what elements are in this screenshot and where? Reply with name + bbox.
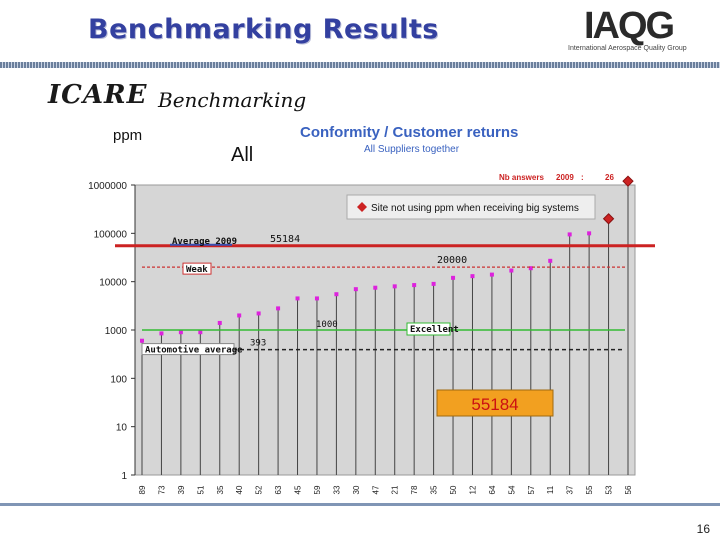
automotive-value-label: 393 bbox=[250, 339, 266, 349]
chart-subtitle: All Suppliers together bbox=[364, 144, 460, 155]
data-point bbox=[451, 275, 456, 280]
x-category-label: 11 bbox=[546, 485, 555, 494]
x-category-label: 78 bbox=[410, 485, 419, 494]
y-tick-label: 10 bbox=[116, 423, 128, 434]
x-category-label: 33 bbox=[332, 485, 341, 494]
x-category-label: 64 bbox=[488, 485, 497, 494]
automotive-label-box bbox=[141, 343, 235, 356]
data-point bbox=[548, 258, 553, 263]
data-point bbox=[276, 306, 281, 311]
highlight-box bbox=[436, 389, 554, 417]
excellent-value-label: 1000 bbox=[316, 320, 338, 330]
data-point bbox=[373, 285, 378, 290]
excellent-label: Excellent bbox=[410, 325, 459, 335]
legend-entry: Site not using ppm when receiving big sy… bbox=[371, 203, 579, 214]
x-category-label: 53 bbox=[605, 485, 614, 494]
data-point bbox=[412, 283, 417, 288]
data-point bbox=[489, 272, 494, 277]
answers-label: Nb answers bbox=[499, 173, 544, 182]
data-point bbox=[528, 266, 533, 271]
x-category-label: 55 bbox=[585, 485, 594, 494]
data-point bbox=[256, 311, 261, 316]
x-category-label: 35 bbox=[216, 485, 225, 494]
data-point bbox=[198, 330, 203, 335]
average-value-label: 55184 bbox=[270, 234, 300, 245]
highlight-value: 55184 bbox=[471, 395, 518, 414]
data-point bbox=[217, 320, 222, 325]
iaqg-logo: IAQG bbox=[584, 5, 675, 47]
data-point-diamond bbox=[622, 175, 634, 187]
x-category-label: 63 bbox=[274, 485, 283, 494]
benchmarking-label: Benchmarking bbox=[158, 88, 307, 112]
data-point bbox=[334, 292, 339, 297]
weak-label-box bbox=[182, 262, 212, 275]
y-tick-label: 1 bbox=[121, 471, 127, 482]
data-point bbox=[567, 232, 572, 237]
weak-label: Weak bbox=[186, 265, 208, 275]
slide-title: Benchmarking Results bbox=[88, 14, 439, 45]
data-point bbox=[314, 296, 319, 301]
data-point bbox=[178, 330, 183, 335]
y-axis-label: ppm bbox=[113, 127, 143, 144]
data-point bbox=[353, 287, 358, 292]
y-tick-label: 100000 bbox=[94, 229, 128, 240]
data-point bbox=[295, 296, 300, 301]
x-category-label: 57 bbox=[527, 485, 536, 494]
chart-title: Conformity / Customer returns bbox=[300, 124, 519, 141]
data-point bbox=[431, 281, 436, 286]
answers-count: 26 bbox=[605, 173, 614, 182]
x-category-label: 30 bbox=[352, 485, 361, 494]
data-point bbox=[470, 274, 475, 279]
x-category-label: 59 bbox=[313, 485, 322, 494]
x-category-label: 50 bbox=[449, 485, 458, 494]
x-category-label: 12 bbox=[468, 485, 477, 494]
data-point bbox=[237, 313, 242, 318]
answers-year: 2009 bbox=[556, 173, 574, 182]
x-category-label: 56 bbox=[624, 485, 633, 494]
y-tick-label: 1000000 bbox=[88, 181, 127, 192]
data-point bbox=[509, 268, 514, 273]
benchmark-chart: 1000000 100000 10000 1000 100 10 1 89 73 39 51 35 40… bbox=[88, 173, 655, 494]
x-category-label: 37 bbox=[566, 485, 575, 494]
x-category-label: 73 bbox=[157, 485, 166, 494]
x-category-label: 39 bbox=[177, 485, 186, 494]
average-label: Average 2009 bbox=[172, 237, 237, 247]
icare-logo: ICARE bbox=[48, 80, 148, 110]
x-category-label: 52 bbox=[255, 485, 264, 494]
x-category-label: 54 bbox=[507, 485, 516, 494]
data-point bbox=[140, 338, 144, 343]
data-point bbox=[587, 231, 592, 236]
x-category-label: 21 bbox=[391, 485, 400, 494]
data-point bbox=[159, 331, 164, 336]
y-tick-label: 100 bbox=[110, 374, 127, 385]
data-point-diamond bbox=[602, 213, 615, 225]
x-category-label: 40 bbox=[235, 485, 244, 494]
legend-box bbox=[346, 194, 596, 220]
y-tick-label: 10000 bbox=[99, 278, 127, 289]
y-tick-label: 1000 bbox=[105, 326, 128, 337]
x-category-label: 35 bbox=[430, 485, 439, 494]
data-point bbox=[392, 284, 397, 289]
footer-rule bbox=[0, 503, 720, 506]
x-category-label: 51 bbox=[196, 485, 205, 494]
x-category-label: 45 bbox=[294, 485, 303, 494]
excellent-label-box bbox=[406, 322, 451, 336]
automotive-label: Automotive average bbox=[145, 345, 243, 356]
iaqg-logo-subtitle: International Aerospace Quality Group bbox=[568, 45, 687, 52]
weak-value-label: 20000 bbox=[437, 255, 467, 266]
x-category-label: 89 bbox=[138, 485, 147, 494]
header-rule bbox=[0, 62, 720, 68]
answers-separator: : bbox=[581, 173, 584, 182]
scope-label: All bbox=[231, 144, 254, 166]
page-number: 16 bbox=[696, 522, 710, 536]
x-category-label: 47 bbox=[371, 485, 380, 494]
legend-diamond-icon bbox=[357, 202, 367, 212]
